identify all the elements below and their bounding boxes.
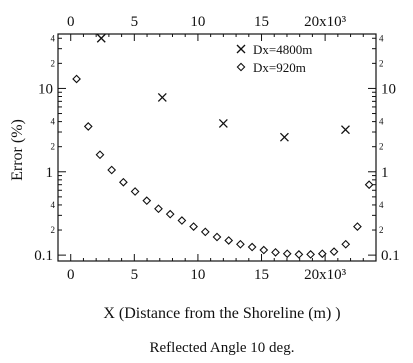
axis-tick-labels: 0 5 10 15 20x10³ 0 5 10 15 20x10³ 0.1 0.1 1 1 10 10 2 2 4 4… <box>34 14 400 283</box>
axis-ticks <box>58 34 376 261</box>
x-tick-label-top: 0 <box>67 14 75 30</box>
y-minor-label-left: 2 <box>51 142 56 152</box>
data-point-dx920 <box>341 239 351 249</box>
y-minor-label-right: 4 <box>379 200 384 210</box>
y-minor-label-left: 2 <box>51 58 56 68</box>
y-tick-label-left: 0.1 <box>34 248 53 264</box>
y-tick-label-right: 0.1 <box>381 248 400 264</box>
legend: Dx=4800m Dx=920m <box>236 42 312 75</box>
data-point-dx920 <box>306 250 315 259</box>
data-point-dx920 <box>130 187 140 196</box>
data-point-dx920 <box>317 249 327 259</box>
legend-label: Dx=4800m <box>253 42 312 57</box>
x-tick-label-top: 10 <box>190 14 205 30</box>
y-minor-label-left: 4 <box>51 200 56 210</box>
y-minor-label-left: 2 <box>51 225 56 235</box>
plot-frame <box>57 33 377 262</box>
legend-label: Dx=920m <box>253 60 306 75</box>
data-point-dx920 <box>224 236 234 245</box>
data-point-dx920 <box>259 245 269 255</box>
data-point-dx920 <box>282 249 292 259</box>
x-axis-title: X (Distance from the Shoreline (m) ) <box>103 305 340 322</box>
data-points <box>72 33 374 259</box>
y-minor-label-right: 4 <box>379 117 384 127</box>
data-point-dx920 <box>177 216 187 225</box>
data-point-dx920 <box>247 242 257 252</box>
data-point-dx920 <box>329 247 339 257</box>
data-point-dx920 <box>189 222 198 231</box>
x-tick-label-top: 5 <box>131 14 139 30</box>
data-point-dx920 <box>142 196 152 206</box>
x-tick-label-bottom: 15 <box>254 267 269 283</box>
data-point-dx4800 <box>96 33 106 43</box>
data-point-dx920 <box>364 180 374 190</box>
y-tick-label-right: 1 <box>381 165 389 181</box>
data-point-dx920 <box>236 239 245 249</box>
data-point-dx920 <box>294 250 304 259</box>
x-tick-label-top: 20x10³ <box>304 14 347 30</box>
y-tick-label-left: 1 <box>46 165 54 181</box>
y-axis-title: Error (%) <box>9 119 26 181</box>
chart-caption: Reflected Angle 10 deg. <box>150 340 295 356</box>
data-point-dx920 <box>165 209 175 219</box>
data-point-dx920 <box>95 150 105 160</box>
legend-marker <box>236 62 246 72</box>
y-minor-label-right: 2 <box>379 225 384 235</box>
data-point-dx4800 <box>157 92 167 102</box>
x-tick-label-bottom: 20x10³ <box>304 267 347 283</box>
data-point-dx920 <box>154 204 163 214</box>
y-minor-label-right: 2 <box>379 58 384 68</box>
data-point-dx920 <box>271 247 280 257</box>
y-minor-label-right: 4 <box>379 33 384 43</box>
y-minor-label-left: 4 <box>51 33 56 43</box>
x-tick-label-bottom: 5 <box>131 267 139 283</box>
data-point-dx4800 <box>279 132 289 142</box>
x-tick-label-top: 15 <box>254 14 269 30</box>
x-tick-label-bottom: 0 <box>67 267 75 283</box>
data-point-dx920 <box>107 165 117 175</box>
y-tick-label-left: 10 <box>38 81 53 97</box>
data-point-dx4800 <box>218 118 228 128</box>
x-tick-label-bottom: 10 <box>190 267 205 283</box>
data-point-dx920 <box>353 222 362 231</box>
y-minor-label-right: 2 <box>379 142 384 152</box>
y-minor-label-left: 4 <box>51 117 56 127</box>
y-tick-label-right: 10 <box>381 81 396 97</box>
data-point-dx920 <box>119 177 128 187</box>
legend-marker <box>236 44 246 54</box>
data-point-dx920 <box>72 74 81 84</box>
data-point-dx920 <box>212 232 222 242</box>
data-point-dx920 <box>200 227 210 237</box>
data-point-dx920 <box>83 122 93 131</box>
data-point-dx4800 <box>341 125 350 135</box>
